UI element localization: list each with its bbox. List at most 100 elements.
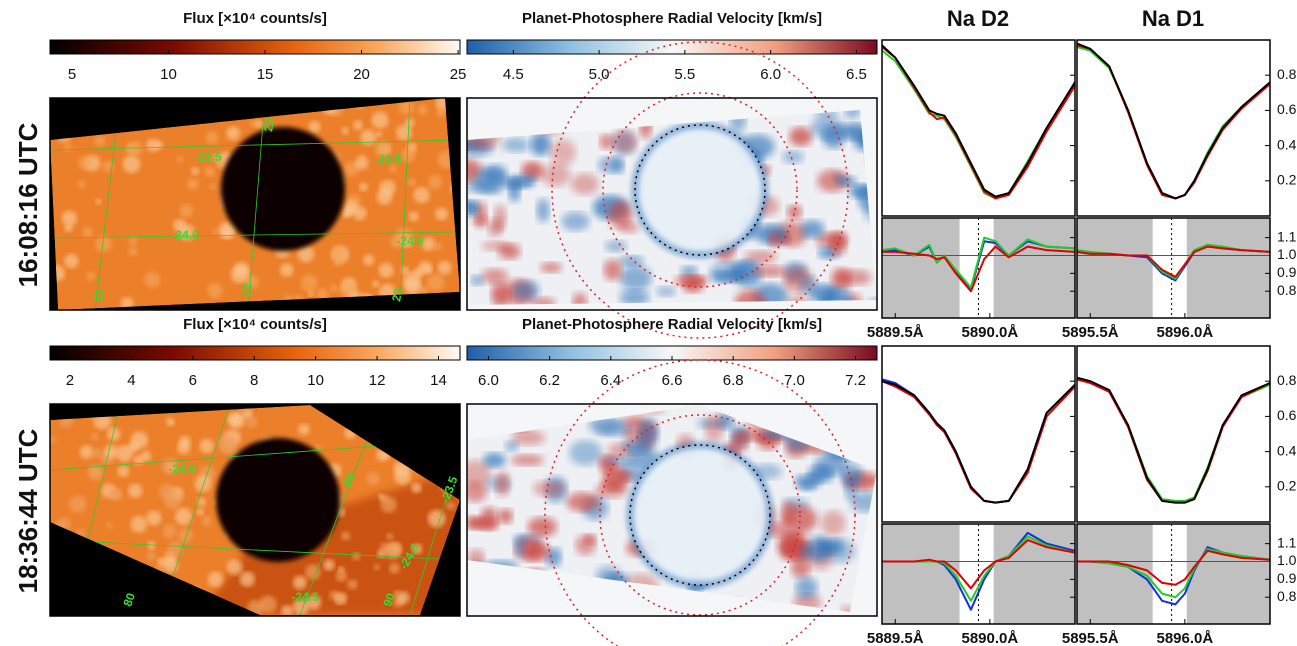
granule bbox=[331, 246, 345, 261]
colorbar-tick-label: 7.0 bbox=[784, 372, 805, 389]
colorbar-tick-label: 4.5 bbox=[503, 66, 524, 83]
granule bbox=[254, 119, 263, 129]
granule bbox=[106, 427, 121, 441]
velocity-blob bbox=[795, 576, 818, 599]
granule bbox=[179, 204, 194, 218]
granule bbox=[104, 444, 119, 459]
colorbar-tick-label: 15 bbox=[257, 66, 274, 83]
granule bbox=[373, 563, 381, 571]
granule bbox=[95, 235, 112, 253]
colorbar-tick-label: 6.5 bbox=[846, 66, 867, 83]
granule bbox=[306, 594, 322, 610]
granule bbox=[343, 161, 359, 177]
velocity-blob bbox=[599, 134, 614, 150]
grid-label: 80 bbox=[120, 591, 138, 609]
panel-frame bbox=[881, 217, 1076, 319]
y-tick-label: 0.2 bbox=[1277, 172, 1297, 188]
granule bbox=[427, 509, 446, 528]
granule bbox=[69, 495, 87, 513]
velocity-blob bbox=[620, 415, 643, 426]
y-tick-label: 0.9 bbox=[1277, 264, 1297, 280]
velocity-blob bbox=[637, 419, 659, 447]
colorbar-tick-label: 6.4 bbox=[600, 372, 621, 389]
velocity-blob bbox=[819, 538, 843, 556]
granule bbox=[229, 412, 246, 429]
coordinate-grid bbox=[399, 98, 411, 310]
panel-frame bbox=[1076, 217, 1271, 319]
granule bbox=[179, 435, 191, 448]
granule bbox=[341, 127, 349, 135]
granule bbox=[157, 557, 167, 567]
velocity-blob bbox=[508, 174, 521, 203]
granule bbox=[413, 267, 424, 278]
y-tick-label: 0.6 bbox=[1277, 101, 1297, 117]
granule bbox=[178, 224, 195, 241]
granule bbox=[435, 207, 449, 221]
granule bbox=[133, 454, 144, 465]
velocity-blob bbox=[467, 480, 488, 503]
ratio-profile bbox=[1076, 245, 1271, 278]
planet-region bbox=[630, 445, 770, 585]
granule bbox=[174, 507, 193, 526]
granule bbox=[78, 156, 92, 170]
colorbar-tick-label: 25 bbox=[450, 66, 467, 83]
granule bbox=[230, 265, 249, 284]
ratio-profile bbox=[1077, 548, 1271, 599]
velocity-blob bbox=[549, 139, 576, 166]
granule bbox=[199, 438, 215, 454]
granule bbox=[64, 253, 79, 269]
colorbar-tick-label: 5.5 bbox=[674, 66, 695, 83]
velocity-blob bbox=[572, 292, 588, 305]
y-tick-label: 0.8 bbox=[1277, 282, 1297, 298]
granule bbox=[211, 152, 222, 164]
grid-label: -23.5 bbox=[374, 152, 402, 166]
granule bbox=[335, 570, 348, 582]
annulus-outline bbox=[602, 92, 798, 288]
image-frame bbox=[466, 97, 878, 311]
ratio-profile bbox=[882, 245, 1076, 293]
granule bbox=[427, 174, 443, 190]
velocity-blob bbox=[799, 542, 813, 560]
granule bbox=[411, 482, 422, 494]
colorbar-tick-label: 20 bbox=[353, 66, 370, 83]
granule bbox=[376, 189, 393, 205]
x-tick-label: 5895.5Å bbox=[1062, 324, 1119, 341]
granule bbox=[411, 543, 423, 555]
granule bbox=[360, 129, 377, 146]
x-tick-label: 5889.5Å bbox=[867, 630, 924, 646]
granule bbox=[426, 273, 445, 292]
velocity-blob bbox=[504, 440, 519, 452]
colorbar-tick-label: 5 bbox=[68, 66, 76, 83]
y-tick-label: 1.0 bbox=[1277, 552, 1297, 568]
granule bbox=[308, 290, 315, 297]
annulus-outline bbox=[599, 414, 801, 616]
granule bbox=[50, 436, 56, 443]
granule bbox=[167, 541, 183, 557]
velocity-blob bbox=[622, 439, 650, 455]
velocity-blob bbox=[619, 289, 650, 305]
velocity-blob bbox=[603, 259, 622, 281]
colorbar-tick-label: 12 bbox=[369, 372, 386, 389]
velocity-blob bbox=[786, 204, 803, 220]
granule bbox=[146, 510, 162, 526]
velocity-blob bbox=[601, 470, 629, 492]
image-frame bbox=[466, 403, 878, 617]
x-tick-label: 5896.0Å bbox=[1156, 630, 1213, 646]
granule bbox=[239, 571, 255, 587]
granule bbox=[147, 542, 156, 550]
panel-frame bbox=[881, 345, 1076, 523]
granule bbox=[352, 120, 363, 131]
granule bbox=[359, 182, 369, 192]
velocity-blob bbox=[744, 250, 777, 264]
flux-image bbox=[50, 98, 460, 310]
x-tick-label: 5889.5Å bbox=[867, 324, 924, 341]
granule bbox=[108, 487, 121, 500]
velocity-blob bbox=[754, 265, 787, 278]
granule bbox=[386, 532, 394, 541]
y-tick-label: 0.4 bbox=[1277, 136, 1297, 152]
granule bbox=[117, 465, 130, 478]
velocity-blob bbox=[807, 465, 834, 483]
granule bbox=[162, 524, 177, 539]
coordinate-grid bbox=[51, 231, 460, 239]
